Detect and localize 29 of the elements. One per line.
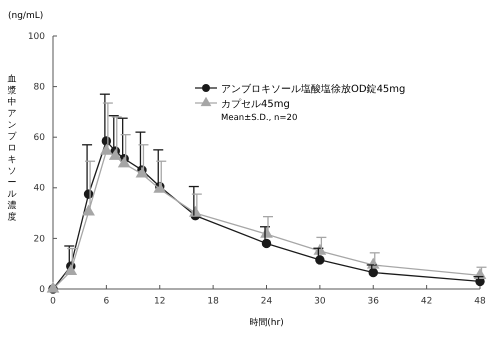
point <box>82 204 95 216</box>
legend-label: カプセル45mg <box>221 98 290 110</box>
x-tick-label: 0 <box>50 296 56 306</box>
y-tick-label: 20 <box>34 234 46 244</box>
y-tick-label: 80 <box>34 82 46 92</box>
x-tick-label: 18 <box>207 296 220 306</box>
x-tick-label: 24 <box>260 296 272 306</box>
point <box>64 264 78 275</box>
x-tick-label: 12 <box>154 296 166 306</box>
legend-label: アンブロキソール塩酸塩徐放OD錠45mg <box>221 83 406 95</box>
x-tick-label: 42 <box>420 296 432 306</box>
point <box>108 148 122 160</box>
text: 血漿中アンブロキソール濃度 <box>8 74 16 223</box>
point <box>100 144 113 155</box>
y-tick-label: 40 <box>34 184 46 194</box>
x-tick-label: 6 <box>104 296 110 306</box>
point <box>46 282 60 293</box>
point <box>262 238 272 248</box>
x-tick-label: 48 <box>474 296 486 306</box>
x-tick-label: 36 <box>368 296 380 306</box>
x-tick-label: 30 <box>314 296 326 306</box>
point <box>118 156 131 168</box>
y-tick-label: 100 <box>28 32 46 42</box>
x-axis-title: 時間(hr) <box>249 317 284 328</box>
y-tick-label: 0 <box>39 284 46 295</box>
annotation: Mean±S.D., n=20 <box>221 113 298 123</box>
text: (ng/mL) <box>8 11 44 21</box>
y-tick-label: 60 <box>34 133 46 144</box>
point <box>136 166 148 178</box>
